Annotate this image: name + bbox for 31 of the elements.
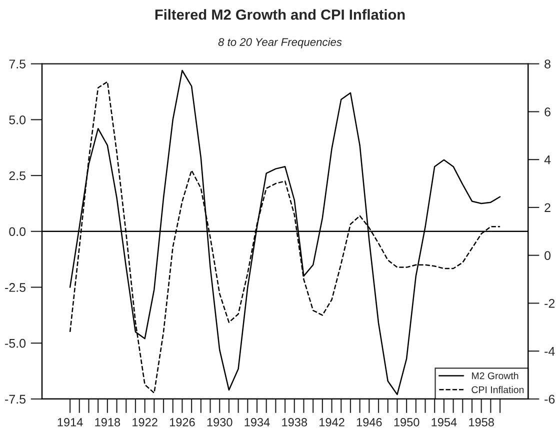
- y-tick-label: -7.5: [5, 394, 26, 404]
- y2-tick-label: 6: [544, 107, 550, 116]
- x-tick-label: 1914: [58, 418, 83, 426]
- y-tick-label: 2.5: [9, 171, 26, 180]
- y2-tick-label: 2: [544, 203, 550, 212]
- x-tick-label: 1946: [356, 418, 382, 426]
- x-tick-label: 1922: [132, 418, 158, 426]
- x-tick-label: 1942: [320, 418, 344, 426]
- y-tick-label: 0.0: [9, 227, 26, 236]
- y-tick-label: -2.5: [5, 283, 26, 292]
- y-tick-label: 5.0: [9, 115, 26, 124]
- y2-tick-label: 0: [544, 251, 551, 260]
- x-tick-label: 1938: [282, 418, 308, 426]
- x-tick-label: 1930: [207, 418, 232, 426]
- y2-tick-label: -2: [544, 299, 555, 308]
- legend-label: M2 Growth: [472, 372, 518, 380]
- x-tick-label: 1926: [170, 418, 195, 426]
- x-tick-label: 1954: [432, 418, 457, 426]
- chart-subtitle: 8 to 20 Year Frequencies: [218, 38, 342, 48]
- y2-tick-label: 8: [544, 60, 550, 68]
- legend-label: CPI Inflation: [472, 386, 524, 394]
- y2-tick-label: -6: [544, 394, 555, 404]
- y2-tick-label: 4: [544, 155, 551, 164]
- y-tick-label: 7.5: [9, 60, 26, 68]
- x-tick-label: 1934: [244, 418, 270, 426]
- chart-title: Filtered M2 Growth and CPI Inflation: [155, 9, 405, 20]
- y2-tick-label: -4: [544, 347, 555, 356]
- x-tick-label: 1918: [95, 418, 120, 426]
- y-tick-label: -5.0: [5, 338, 26, 348]
- x-tick-label: 1958: [469, 418, 494, 426]
- x-tick-label: 1950: [394, 418, 420, 426]
